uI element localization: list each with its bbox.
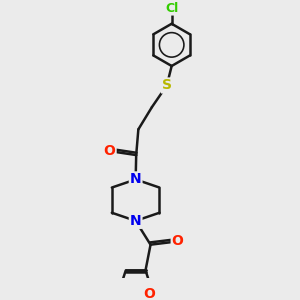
Text: O: O — [143, 287, 155, 300]
Text: S: S — [162, 79, 172, 92]
Text: N: N — [130, 172, 142, 186]
Text: Cl: Cl — [165, 2, 178, 14]
Text: O: O — [104, 144, 116, 158]
Text: N: N — [130, 214, 142, 228]
Text: O: O — [172, 234, 184, 248]
